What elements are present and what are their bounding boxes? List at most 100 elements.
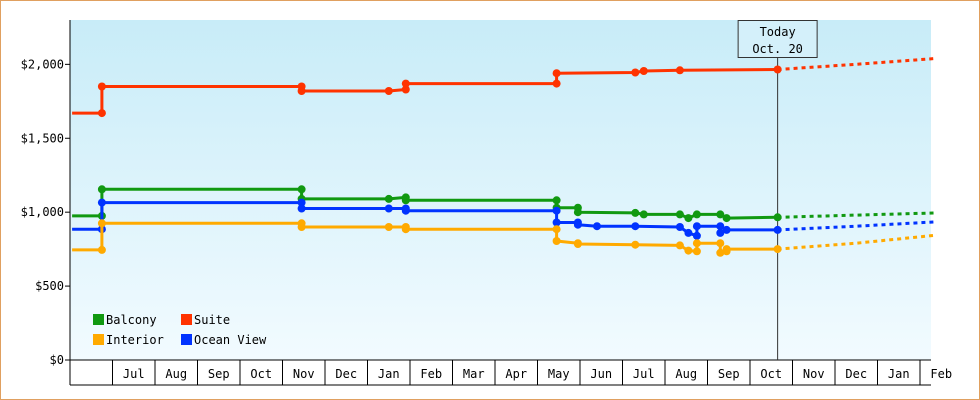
- x-tick-label: Oct: [760, 367, 782, 381]
- data-point: [552, 225, 561, 234]
- data-point: [97, 82, 106, 91]
- data-point: [675, 66, 684, 75]
- series-suite: [72, 56, 938, 118]
- data-point: [401, 196, 410, 205]
- x-tick-label: Sep: [208, 367, 230, 381]
- forecast-line-balcony: [777, 211, 938, 219]
- data-point: [384, 87, 393, 95]
- forecast-line-suite: [777, 56, 938, 71]
- data-point: [684, 246, 693, 255]
- data-point: [552, 218, 561, 227]
- data-point: [722, 245, 731, 254]
- data-point: [684, 228, 693, 237]
- data-point: [573, 208, 582, 217]
- legend-label-interior: Interior: [106, 333, 164, 347]
- legend-swatch-balcony: [93, 314, 104, 325]
- data-point: [552, 196, 561, 205]
- x-tick-label: Nov: [293, 367, 315, 381]
- data-point: [401, 225, 410, 234]
- data-point: [297, 204, 306, 213]
- data-point: [297, 223, 306, 231]
- data-point: [692, 231, 701, 240]
- today-marker: Today Oct. 20: [737, 20, 818, 360]
- y-tick-label: $2,000: [21, 57, 64, 71]
- series-interior: [72, 219, 938, 257]
- data-point: [716, 210, 725, 219]
- data-point: [692, 247, 701, 256]
- x-tick-label: Jul: [633, 367, 655, 381]
- x-tick-label: Aug: [675, 367, 697, 381]
- today-label: Today: [760, 25, 796, 39]
- data-point: [401, 79, 410, 88]
- data-point: [384, 194, 393, 203]
- data-point: [692, 210, 701, 219]
- x-tick-label: Apr: [505, 367, 527, 381]
- data-point: [552, 237, 561, 245]
- data-point: [684, 214, 693, 223]
- data-point: [552, 79, 561, 88]
- x-tick-label: Jun: [590, 367, 612, 381]
- forecast-line-ocean-view: [777, 220, 938, 232]
- data-point: [716, 248, 725, 257]
- legend: Balcony Suite Interior Ocean View: [93, 313, 267, 347]
- data-point: [297, 185, 306, 194]
- y-tick-label: $500: [35, 279, 64, 293]
- y-tick-label: $1,500: [21, 131, 64, 145]
- data-point: [401, 85, 410, 94]
- series-ocean-view: [72, 198, 938, 240]
- data-point: [573, 240, 582, 248]
- data-point: [692, 239, 701, 248]
- data-point: [716, 228, 725, 237]
- data-point: [573, 220, 582, 229]
- legend-label-suite: Suite: [194, 313, 230, 327]
- data-point: [297, 198, 306, 207]
- data-point: [722, 214, 731, 223]
- data-point: [384, 223, 393, 231]
- data-point: [675, 241, 684, 250]
- legend-label-balcony: Balcony: [106, 313, 157, 327]
- data-point: [97, 245, 106, 254]
- today-box: [737, 20, 818, 58]
- data-point: [716, 239, 725, 248]
- data-point: [552, 206, 561, 215]
- data-point: [675, 210, 684, 219]
- data-point: [97, 198, 106, 207]
- data-point: [639, 210, 648, 219]
- x-tick-label: Dec: [335, 367, 357, 381]
- legend-swatch-suite: [181, 314, 192, 325]
- data-point: [773, 213, 782, 222]
- data-point: [631, 208, 640, 217]
- x-tick-label: Feb: [930, 367, 952, 381]
- x-tick-label: Dec: [845, 367, 867, 381]
- data-point: [552, 69, 561, 78]
- data-point: [297, 87, 306, 95]
- data-point: [773, 225, 782, 234]
- data-point: [716, 222, 725, 231]
- y-tick-label: $0: [50, 353, 64, 367]
- legend-swatch-ocean-view: [181, 334, 192, 345]
- legend-label-ocean-view: Ocean View: [194, 333, 267, 347]
- x-tick-label: Mar: [463, 367, 485, 381]
- x-tick-label: Feb: [420, 367, 442, 381]
- x-axis: Jul Aug Sep Oct Nov Dec Jan Feb Mar Apr May Jun Jul A…: [70, 359, 952, 386]
- series-lines: [72, 56, 938, 257]
- forecast-line-interior: [777, 233, 938, 251]
- x-tick-label: Jan: [378, 367, 400, 381]
- data-point: [631, 222, 640, 231]
- x-tick-label: Sep: [718, 367, 740, 381]
- y-axis: $0 $500 $1,000 $1,500 $2,000: [21, 20, 71, 385]
- legend-swatch-interior: [93, 334, 104, 345]
- data-point: [773, 65, 782, 74]
- x-tick-label: Nov: [803, 367, 825, 381]
- data-point: [631, 240, 640, 249]
- x-tick-label: Aug: [165, 367, 187, 381]
- y-tick-label: $1,000: [21, 205, 64, 219]
- data-point: [384, 204, 393, 213]
- data-point: [692, 222, 701, 231]
- data-point: [639, 67, 648, 75]
- x-tick-label: Oct: [250, 367, 272, 381]
- data-point: [97, 109, 106, 118]
- data-point: [593, 222, 601, 231]
- data-point: [773, 245, 782, 254]
